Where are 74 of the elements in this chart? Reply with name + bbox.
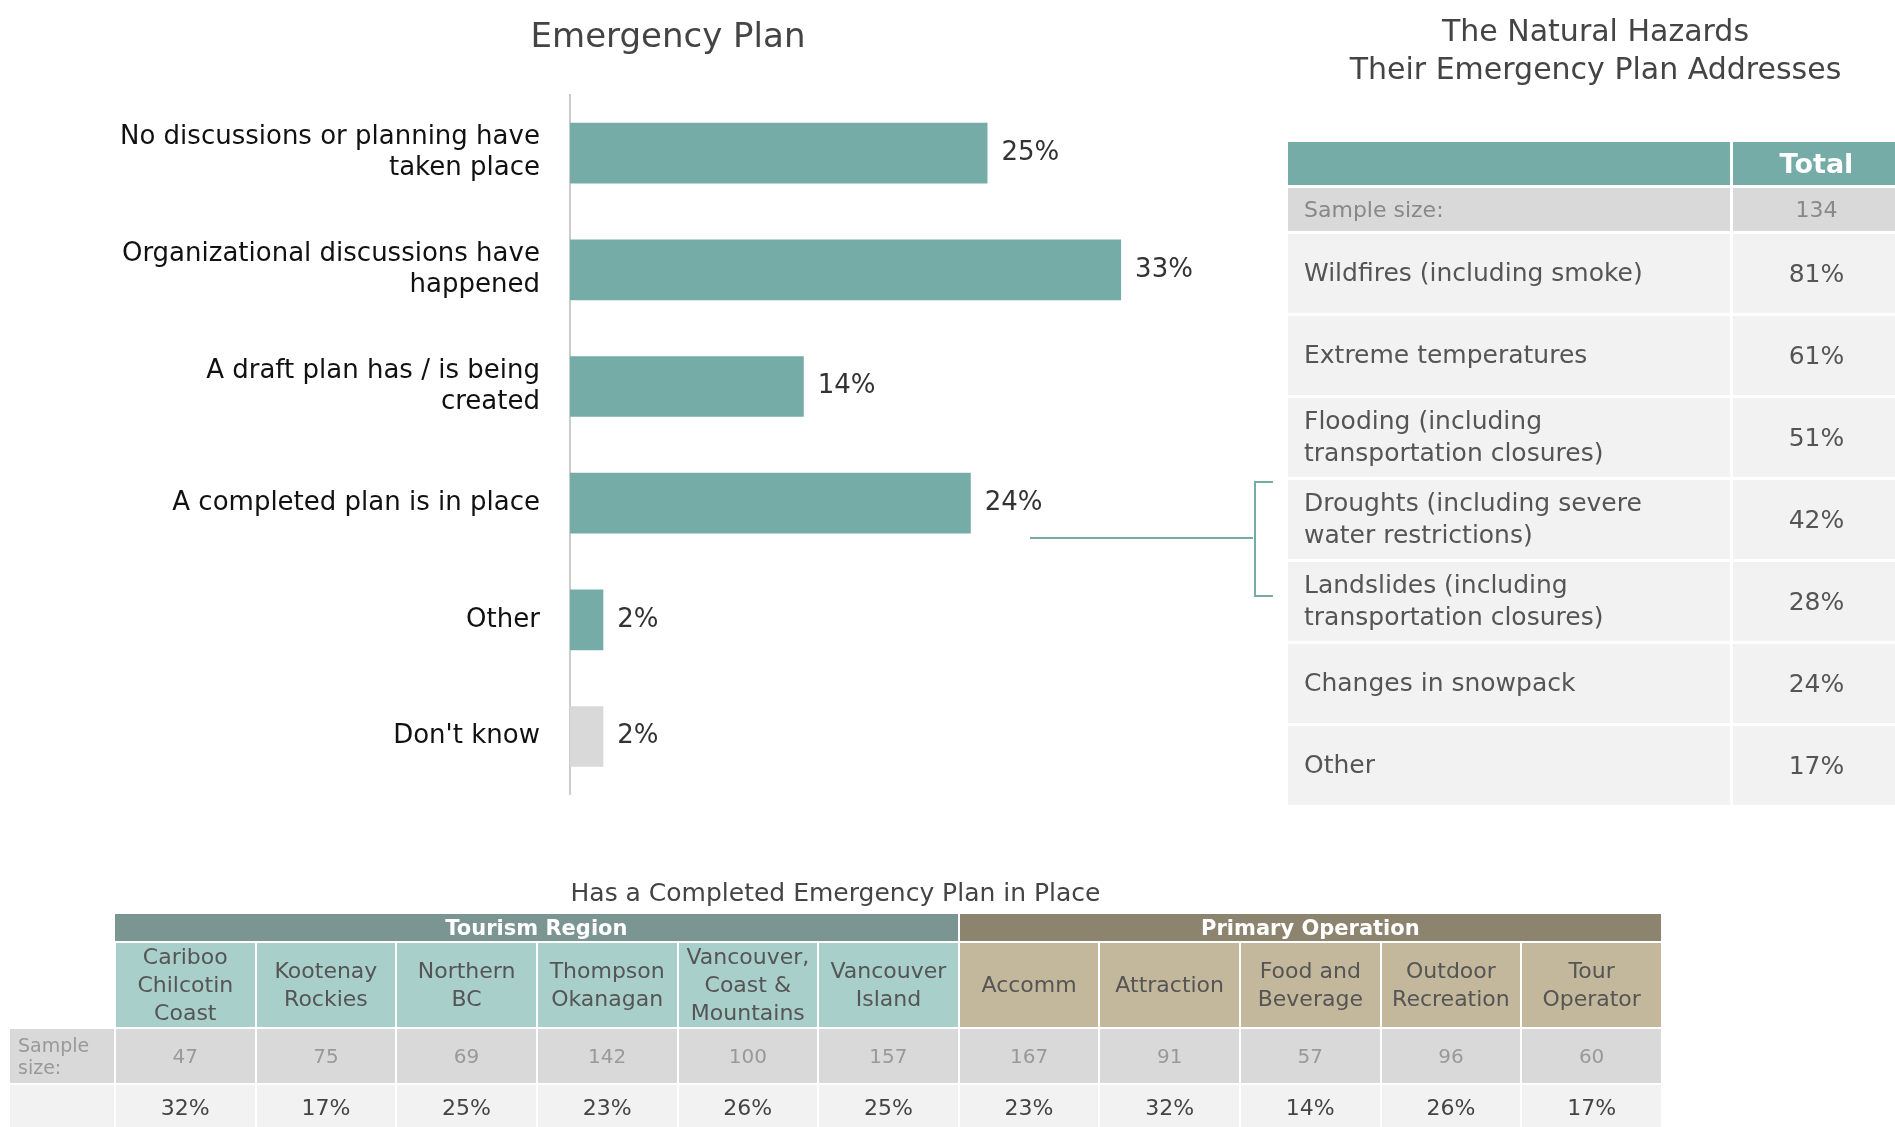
category-label: Droughts (including severe water restrictions) (1288, 478, 1732, 560)
chart-title: Emergency Plan (530, 15, 806, 56)
data-label: 57 (1240, 1028, 1381, 1084)
data-label: 14% (817, 369, 876, 400)
data-label: 17% (255, 1084, 397, 1127)
data-label: 75 (255, 1028, 397, 1084)
y-tick-label: A draft plan has / is being created (206, 353, 540, 415)
y-tick-label: Other (466, 602, 541, 633)
data-label: 60 (1521, 1028, 1662, 1084)
data-label: 100 (677, 1028, 819, 1084)
data-label: 25% (1001, 135, 1060, 166)
category-label: Flooding (including transportation closures) (1288, 396, 1732, 478)
data-label: 81% (1731, 232, 1895, 314)
data-label: 28% (1731, 560, 1895, 642)
category-label: Attraction (1099, 942, 1240, 1028)
data-label: 26% (677, 1084, 819, 1127)
data-label: 23% (958, 1084, 1100, 1127)
category-label: Thompson Okanagan (536, 942, 678, 1028)
data-label: 96 (1380, 1028, 1522, 1084)
data-label: 142 (536, 1028, 678, 1084)
data-label: 69 (396, 1028, 537, 1084)
bar (569, 472, 971, 534)
bar (569, 706, 604, 767)
category-label: Landslides (including transportation closures) (1288, 560, 1732, 642)
text: Tourism Region (115, 914, 959, 942)
data-label: 24% (984, 485, 1043, 516)
category-label: Changes in snowpack (1288, 642, 1732, 724)
data-label: 32% (1099, 1084, 1240, 1127)
category-label: Vancouver, Coast & Mountains (677, 942, 819, 1028)
data-label: 26% (1380, 1084, 1522, 1127)
data-label: 23% (536, 1084, 678, 1127)
data-label: 167 (958, 1028, 1100, 1084)
category-label: Accomm (958, 942, 1100, 1028)
data-label: 51% (1731, 396, 1895, 478)
text: Primary Operation (958, 914, 1662, 942)
data-label: 42% (1731, 478, 1895, 560)
data-label: 25% (818, 1084, 959, 1127)
category-label: Outdoor Recreation (1380, 942, 1522, 1028)
bar (569, 589, 604, 651)
category-label: Cariboo Chilcotin Coast (115, 942, 256, 1028)
category-label: Extreme temperatures (1288, 314, 1732, 396)
data-label: 32% (115, 1084, 256, 1127)
series-label: Sample size: (9, 1028, 115, 1084)
data-label: 25% (396, 1084, 537, 1127)
data-label: 2% (617, 602, 659, 633)
category-label: Tour Operator (1521, 942, 1662, 1028)
bar (569, 122, 988, 184)
category-label: Food and Beverage (1240, 942, 1381, 1028)
category-label: Kootenay Rockies (255, 942, 397, 1028)
y-tick-label: A completed plan is in place (172, 485, 540, 516)
text: 134 (1731, 186, 1895, 232)
y-tick-label: Don't know (393, 719, 540, 750)
series-label: Total (1731, 142, 1895, 186)
y-tick-label: No discussions or planning have taken place (119, 120, 540, 182)
category-label: Northern BC (396, 942, 537, 1028)
data-label: 61% (1731, 314, 1895, 396)
data-label: 2% (617, 719, 659, 750)
bar (569, 356, 804, 417)
data-label: 17% (1521, 1084, 1662, 1127)
category-label: Other (1288, 724, 1732, 806)
data-label: 17% (1731, 724, 1895, 806)
category-label: Wildfires (including smoke) (1288, 232, 1732, 314)
data-label: 157 (818, 1028, 959, 1084)
text: Sample size: (1288, 186, 1732, 232)
bar (569, 239, 1122, 301)
data-label: 24% (1731, 642, 1895, 724)
text: Has a Completed Emergency Plan in Place (569, 878, 1102, 907)
data-label: 47 (115, 1028, 256, 1084)
y-tick-label: Organizational discussions have happened (121, 236, 540, 299)
data-label: 33% (1135, 252, 1193, 283)
data-label: 14% (1240, 1084, 1381, 1127)
category-label: Vancouver Island (818, 942, 959, 1028)
data-label: 91 (1099, 1028, 1240, 1084)
text: The Natural Hazards Their Emergency Plan Addresses (1348, 12, 1843, 88)
